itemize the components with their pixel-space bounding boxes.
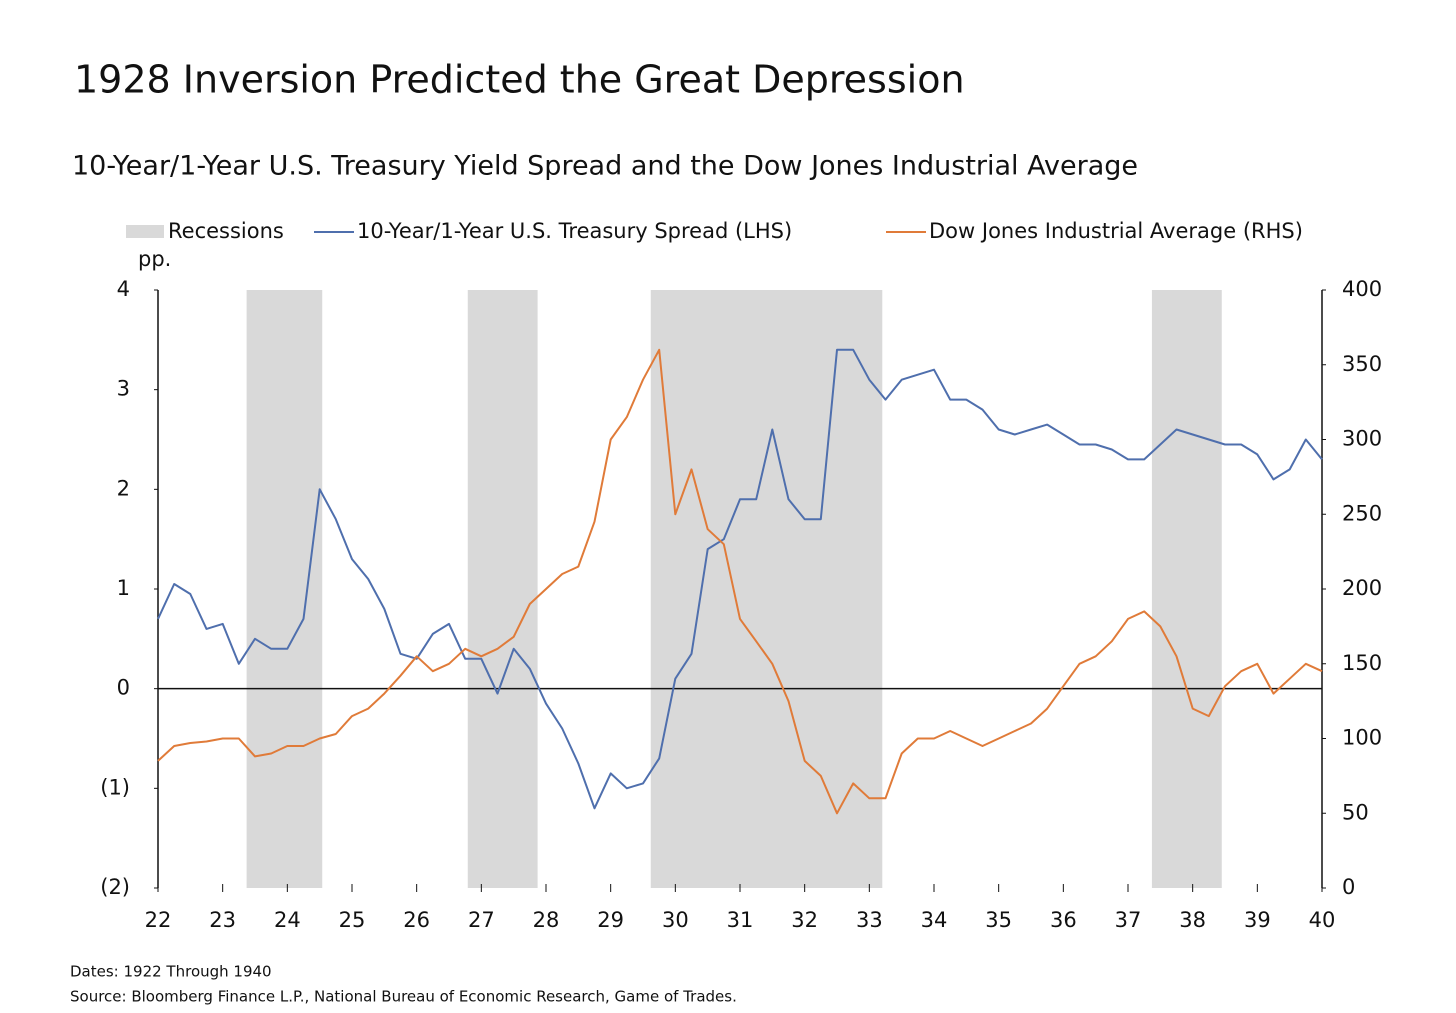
x-tick-label: 25 — [339, 908, 366, 932]
series-line — [157, 348, 1323, 815]
x-tick-label: 33 — [856, 908, 883, 932]
x-tick-label: 38 — [1179, 908, 1206, 932]
y2-tick-label: 100 — [1342, 726, 1382, 750]
x-tick-label: 30 — [662, 908, 689, 932]
y2-tick-label: 350 — [1342, 352, 1382, 376]
legend-label: Dow Jones Industrial Average (RHS) — [929, 219, 1303, 243]
footnote: Dates: 1922 Through 1940 — [70, 963, 272, 981]
y-tick-label: 4 — [117, 277, 130, 301]
x-tick-label: 26 — [403, 908, 430, 932]
y2-tick-label: 250 — [1342, 501, 1382, 525]
legend-label: 10-Year/1-Year U.S. Treasury Spread (LHS… — [357, 219, 792, 243]
legend-swatch — [126, 225, 164, 238]
series-line — [157, 348, 1323, 810]
x-tick-label: 35 — [985, 908, 1012, 932]
x-tick-label: 39 — [1244, 908, 1271, 932]
x-tick-label: 37 — [1115, 908, 1142, 932]
x-tick-label: 23 — [209, 908, 236, 932]
y-tick-label: (2) — [100, 875, 130, 899]
y-tick-label: (1) — [100, 775, 130, 799]
footnote: Source: Bloomberg Finance L.P., National… — [70, 988, 737, 1006]
legend-label: Recessions — [168, 219, 284, 243]
x-tick-label: 31 — [727, 908, 754, 932]
chart-title: 1928 Inversion Predicted the Great Depre… — [74, 58, 965, 102]
x-tick-label: 32 — [791, 908, 818, 932]
x-tick-label: 29 — [597, 908, 624, 932]
recession-band — [1151, 290, 1222, 888]
x-tick-label: 36 — [1050, 908, 1077, 932]
y2-tick-label: 50 — [1342, 800, 1369, 824]
x-tick-label: 27 — [468, 908, 495, 932]
recession-band — [246, 290, 323, 888]
y2-tick-label: 400 — [1342, 277, 1382, 301]
y-tick-label: 2 — [117, 476, 130, 500]
x-tick-label: 22 — [145, 908, 172, 932]
chart-subtitle: 10-Year/1-Year U.S. Treasury Yield Sprea… — [72, 151, 1138, 182]
y2-tick-label: 300 — [1342, 427, 1382, 451]
recession-band — [467, 290, 538, 888]
y-tick-label: 1 — [117, 576, 130, 600]
recession-band — [650, 290, 883, 888]
y-tick-label: 0 — [117, 676, 130, 700]
x-tick-label: 28 — [533, 908, 560, 932]
y2-tick-label: 150 — [1342, 651, 1382, 675]
x-tick-label: 24 — [274, 908, 301, 932]
x-tick-label: 34 — [921, 908, 948, 932]
y-axis-label: pp. — [138, 247, 171, 271]
y2-tick-label: 0 — [1342, 875, 1355, 899]
y2-tick-label: 200 — [1342, 576, 1382, 600]
y-tick-label: 3 — [117, 377, 130, 401]
x-tick-label: 40 — [1309, 908, 1336, 932]
